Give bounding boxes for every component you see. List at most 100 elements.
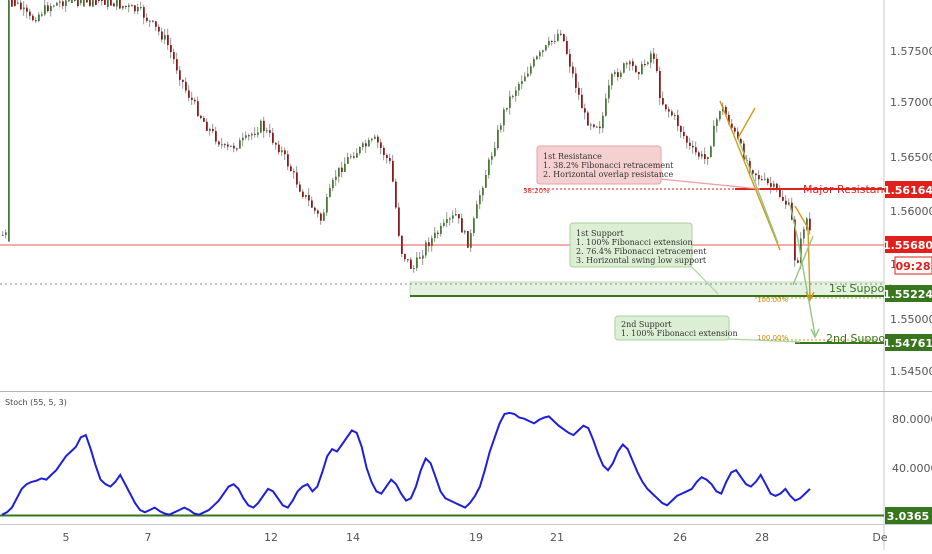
candle-body bbox=[47, 5, 49, 12]
oscillator-title[interactable]: Stoch (55, 5, 3) bbox=[5, 398, 67, 407]
candle-body bbox=[128, 5, 130, 7]
candle-body bbox=[620, 72, 622, 78]
candle-body bbox=[56, 2, 58, 6]
time-tick: 21 bbox=[550, 531, 564, 544]
projection-down-arrow bbox=[789, 204, 816, 336]
candle-body bbox=[647, 62, 649, 65]
resistance-leader bbox=[649, 177, 761, 190]
candle-body bbox=[698, 152, 700, 157]
main-pane[interactable] bbox=[0, 0, 884, 390]
candle-body bbox=[149, 20, 151, 22]
candle-body bbox=[587, 112, 589, 126]
candle-body bbox=[428, 242, 430, 247]
candle-body bbox=[404, 253, 406, 260]
price-tick: 1.57500 bbox=[890, 45, 932, 58]
candle-body bbox=[233, 145, 235, 149]
support2-note-line: 1. 100% Fibonacci extension bbox=[621, 329, 738, 338]
candle-body bbox=[215, 131, 217, 142]
candle-body bbox=[74, 0, 76, 1]
candle-body bbox=[5, 232, 7, 235]
candle-body bbox=[662, 98, 664, 105]
candle-body bbox=[419, 257, 421, 259]
time-tick: 14 bbox=[346, 531, 360, 544]
candle-body bbox=[107, 0, 109, 7]
candle-body bbox=[680, 126, 682, 132]
candle-body bbox=[773, 183, 775, 187]
candle-body bbox=[710, 146, 712, 157]
price-tick: 1.56500 bbox=[890, 151, 932, 164]
candle-body bbox=[221, 144, 223, 146]
candle-body bbox=[143, 7, 145, 18]
candle-body bbox=[92, 0, 94, 7]
price-tick: 1 bbox=[890, 258, 897, 271]
candle-body bbox=[8, 0, 10, 242]
time-tick: 7 bbox=[145, 531, 152, 544]
candle-body bbox=[689, 142, 691, 146]
projection-up-arrow bbox=[792, 235, 814, 286]
candle-body bbox=[566, 41, 568, 54]
candle-body bbox=[377, 136, 379, 143]
candle-body bbox=[464, 230, 466, 233]
candle-body bbox=[341, 167, 343, 172]
candle-body bbox=[305, 194, 307, 197]
resistance-note[interactable]: 1st Resistance 1. 38.2% Fibonacci retrac… bbox=[536, 145, 674, 185]
candle-body bbox=[266, 130, 268, 132]
candle-body bbox=[782, 196, 784, 201]
arrow-head-1 bbox=[805, 291, 815, 302]
candle-body bbox=[320, 213, 322, 221]
candle-body bbox=[125, 5, 127, 7]
candle-body bbox=[329, 188, 331, 198]
candle-body bbox=[32, 15, 34, 21]
candle-body bbox=[524, 76, 526, 82]
time-axis[interactable]: 5 7 12 14 19 21 26 28 De bbox=[63, 531, 888, 544]
candle-body bbox=[371, 138, 373, 141]
candle-body bbox=[626, 63, 628, 65]
candle-body bbox=[434, 232, 436, 239]
candle-body bbox=[521, 81, 523, 84]
candle-body bbox=[500, 125, 502, 130]
candle-body bbox=[260, 120, 262, 133]
candle-body bbox=[302, 191, 304, 197]
candle-body bbox=[671, 111, 673, 116]
support2-note-box bbox=[614, 315, 730, 341]
price-tick: 1.56000 bbox=[890, 205, 932, 218]
support1-note-line: 3. Horizontal swing low support bbox=[576, 256, 707, 265]
candle-body bbox=[26, 7, 28, 12]
candle-body bbox=[593, 124, 595, 127]
candle-body bbox=[629, 61, 631, 65]
candle-body bbox=[170, 44, 172, 53]
candle-body bbox=[749, 161, 751, 171]
candle-body bbox=[785, 200, 787, 205]
support1-note[interactable]: 1st Support 1. 100% Fibonacci extension … bbox=[569, 222, 707, 268]
price-axis[interactable]: 1.57500 1.57000 1.56500 1.56000 1 1.5500… bbox=[890, 45, 932, 378]
candle-body bbox=[407, 259, 409, 261]
resistance-note-box bbox=[536, 145, 662, 185]
support1-price-text: 1.55224 bbox=[883, 288, 932, 301]
candle-body bbox=[62, 1, 64, 6]
candle-body bbox=[200, 115, 202, 119]
candle-body bbox=[449, 218, 451, 220]
time-tick: 5 bbox=[63, 531, 70, 544]
candle-body bbox=[545, 45, 547, 51]
support2-note[interactable]: 2nd Support 1. 100% Fibonacci extension bbox=[614, 315, 738, 341]
candle-body bbox=[530, 66, 532, 74]
oscillator-axis[interactable]: 80.0000 40.0000 3.0365 bbox=[885, 413, 932, 524]
candle-body bbox=[602, 115, 604, 129]
candle-body bbox=[458, 213, 460, 219]
candle-body bbox=[50, 6, 52, 12]
candle-body bbox=[560, 33, 562, 35]
fib-100-label-1: 100.00% bbox=[757, 296, 788, 304]
candle-body bbox=[533, 59, 535, 67]
candle-body bbox=[674, 115, 676, 117]
candle-body bbox=[68, 0, 70, 2]
candle-body bbox=[209, 128, 211, 131]
candle-body bbox=[224, 144, 226, 146]
candle-body bbox=[197, 101, 199, 116]
candle-body bbox=[713, 125, 715, 147]
time-tick: 12 bbox=[264, 531, 278, 544]
candle-body bbox=[293, 171, 295, 173]
oscillator-value-tag bbox=[885, 507, 932, 524]
candle-body bbox=[299, 184, 301, 192]
